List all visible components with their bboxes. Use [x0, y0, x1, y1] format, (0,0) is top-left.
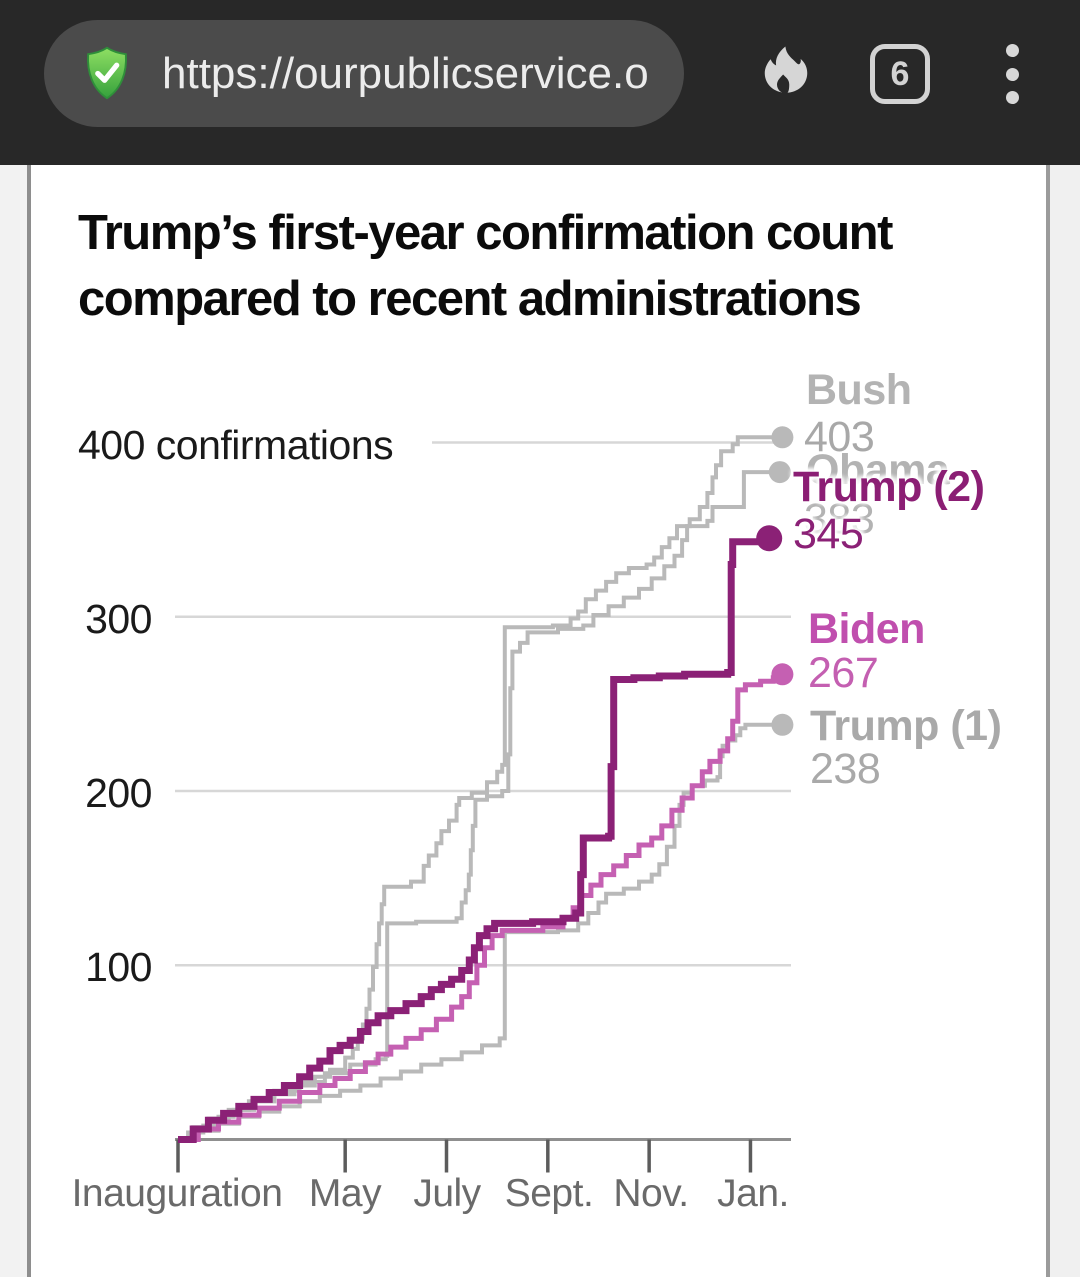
line-bush: [178, 435, 783, 1142]
series-value-biden: 267: [808, 649, 879, 697]
series-value-trump-1: 238: [810, 745, 881, 793]
y-axis-tick-200: 200: [85, 770, 152, 816]
browser-toolbar: https://ourpublicservice.o 6: [0, 0, 1080, 165]
flame-icon[interactable]: [758, 44, 814, 104]
url-bar[interactable]: https://ourpublicservice.o: [44, 20, 684, 127]
page-right-gutter: [1050, 165, 1080, 1277]
line-biden: [178, 671, 783, 1142]
x-axis-label-may: May: [308, 1172, 382, 1215]
end-dot-biden: [771, 663, 794, 686]
line-trump-1-: [178, 722, 783, 1142]
series-value-bush: 403: [804, 413, 875, 461]
series-value-trump-2: 345: [793, 510, 864, 558]
content-left-border: [27, 165, 31, 1277]
tab-counter-button[interactable]: 6: [870, 44, 930, 104]
end-dot-obama: [768, 461, 791, 484]
y-axis-tick-100: 100: [85, 944, 152, 990]
series-label-trump-1: Trump (1): [810, 702, 1002, 750]
x-axis-label-july: July: [413, 1172, 481, 1215]
kebab-menu-icon[interactable]: [1000, 44, 1024, 104]
chart-title-line1: Trump’s first-year confirmation count: [78, 206, 893, 260]
line-obama: [178, 470, 780, 1142]
chart-title: Trump’s first-year confirmation count co…: [78, 200, 998, 332]
url-text[interactable]: https://ourpublicservice.o: [162, 49, 649, 98]
x-axis-label-nov: Nov.: [613, 1172, 689, 1215]
x-axis-label-inauguration: Inauguration: [71, 1172, 283, 1215]
end-dot-trump-1-: [771, 713, 794, 736]
site-security-shield-icon[interactable]: [78, 43, 136, 103]
x-axis-label-sept: Sept.: [504, 1172, 594, 1215]
end-dot-trump-2-: [756, 525, 783, 552]
y-axis-top-label: 400 confirmations: [78, 422, 394, 468]
series-label-bush: Bush: [806, 366, 912, 414]
series-label-obama: Obama: [806, 446, 950, 494]
series-value-obama: 383: [804, 495, 875, 543]
page-left-gutter: [0, 165, 27, 1277]
x-axis-label-jan: Jan.: [717, 1172, 789, 1215]
tab-count: 6: [890, 54, 910, 93]
line-trump-2-: [178, 538, 773, 1143]
series-label-biden: Biden: [808, 605, 925, 653]
content-right-border: [1046, 165, 1050, 1277]
chart-title-line2: compared to recent administrations: [78, 272, 862, 326]
y-axis-tick-300: 300: [85, 596, 152, 642]
end-dot-bush: [771, 426, 794, 449]
series-label-trump-2: Trump (2): [793, 463, 985, 511]
